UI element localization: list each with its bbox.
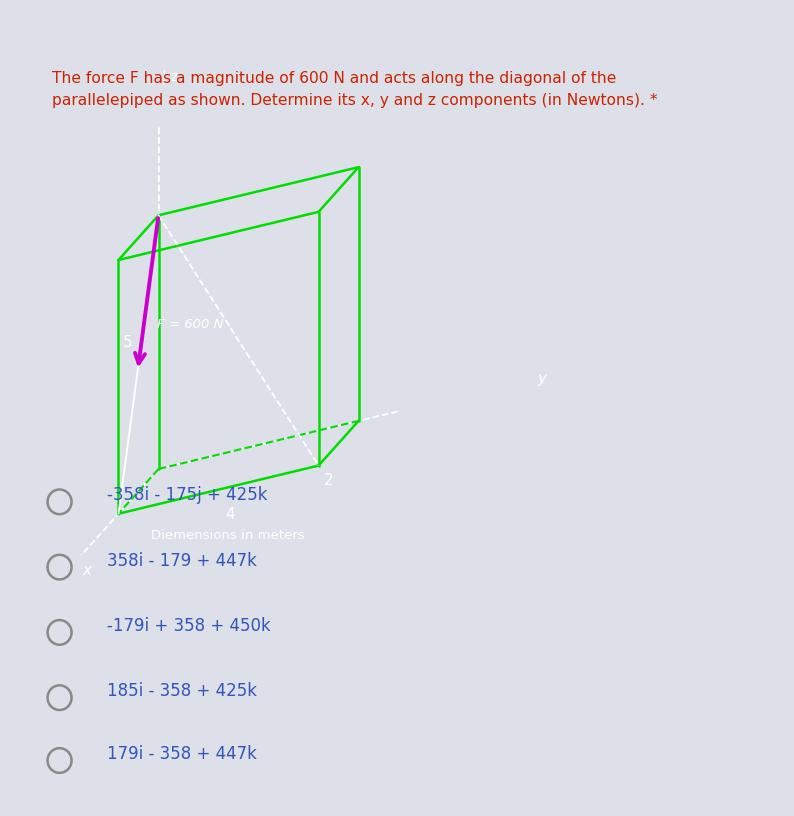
Text: 358i - 179 + 447k: 358i - 179 + 447k (107, 552, 257, 570)
Text: 179i - 358 + 447k: 179i - 358 + 447k (107, 745, 257, 763)
Text: F = 600 N: F = 600 N (157, 318, 224, 331)
Text: 5: 5 (122, 335, 133, 349)
Text: y: y (537, 371, 546, 386)
Text: 4: 4 (225, 507, 235, 522)
Text: | z: | z (162, 69, 179, 84)
Text: The force F has a magnitude of 600 N and acts along the diagonal of the: The force F has a magnitude of 600 N and… (52, 71, 616, 86)
Text: 2: 2 (323, 473, 333, 488)
Text: 185i - 358 + 425k: 185i - 358 + 425k (107, 682, 257, 700)
Text: parallelepiped as shown. Determine its x, y and z components (in Newtons). *: parallelepiped as shown. Determine its x… (52, 93, 657, 108)
Text: x: x (82, 563, 91, 578)
Text: -179i + 358 + 450k: -179i + 358 + 450k (107, 617, 271, 635)
Text: -358i - 175j + 425k: -358i - 175j + 425k (107, 486, 268, 504)
Text: Diemensions in meters: Diemensions in meters (151, 529, 304, 542)
